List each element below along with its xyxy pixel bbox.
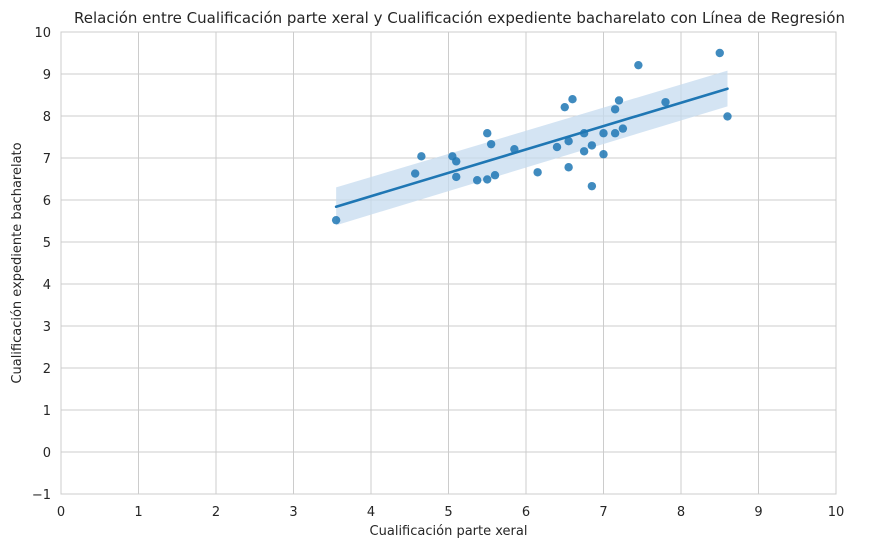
data-point xyxy=(661,97,670,107)
data-point xyxy=(568,95,577,104)
x-tick-label: 2 xyxy=(212,505,220,520)
y-tick-label: 2 xyxy=(43,362,51,377)
x-tick-label: 3 xyxy=(289,505,297,520)
data-point xyxy=(331,215,341,225)
data-point xyxy=(410,169,420,178)
y-tick-label: 7 xyxy=(43,152,51,167)
x-tick-label: 0 xyxy=(57,505,65,520)
y-tick-label: 0 xyxy=(43,446,51,461)
data-point xyxy=(599,150,608,159)
y-tick-label: 9 xyxy=(43,68,51,83)
x-tick-label: 8 xyxy=(677,505,685,520)
x-tick-label: 6 xyxy=(522,505,530,520)
x-tick-label: 1 xyxy=(134,505,142,520)
y-tick-label: 5 xyxy=(43,236,51,251)
y-tick-label: −1 xyxy=(32,488,51,503)
y-tick-label: 1 xyxy=(43,404,51,419)
y-tick-label: 6 xyxy=(43,194,51,209)
data-point xyxy=(610,105,620,114)
data-point xyxy=(564,163,573,172)
data-point xyxy=(472,176,482,185)
data-point xyxy=(587,141,597,150)
data-point xyxy=(452,157,461,166)
data-point xyxy=(533,168,542,177)
data-point xyxy=(610,129,620,138)
data-point xyxy=(599,129,608,138)
y-axis-label: Cualificación expediente bacharelato xyxy=(10,142,25,383)
data-point xyxy=(417,152,426,161)
y-tick-label: 10 xyxy=(34,26,51,41)
data-point xyxy=(614,96,624,105)
data-point xyxy=(486,139,496,149)
x-tick-labels: 0 1 2 3 4 5 6 7 8 9 10 xyxy=(57,505,844,520)
data-point xyxy=(618,124,628,133)
data-point xyxy=(483,175,492,184)
data-point xyxy=(552,142,562,152)
data-point xyxy=(715,48,724,58)
x-tick-label: 4 xyxy=(367,505,375,520)
data-point xyxy=(483,129,492,138)
regression-line-path xyxy=(334,87,729,209)
data-point xyxy=(490,171,500,180)
chart-title: Relación entre Cualificación parte xeral… xyxy=(74,9,845,27)
regression-line xyxy=(334,87,729,209)
x-tick-label: 7 xyxy=(599,505,607,520)
data-point xyxy=(560,102,569,112)
y-tick-label: 8 xyxy=(43,110,51,125)
data-point xyxy=(564,137,573,146)
y-tick-label: 3 xyxy=(43,320,51,335)
data-point xyxy=(634,60,643,70)
y-tick-labels: −1 0 1 2 3 4 5 6 7 8 9 10 xyxy=(32,26,51,503)
x-axis-label: Cualificación parte xeral xyxy=(370,524,528,539)
data-point xyxy=(587,181,597,191)
x-tick-label: 5 xyxy=(444,505,452,520)
data-point xyxy=(579,147,589,156)
y-tick-label: 4 xyxy=(43,278,51,293)
data-point xyxy=(452,172,461,182)
x-tick-label: 9 xyxy=(754,505,762,520)
data-point xyxy=(723,112,732,121)
x-tick-label: 10 xyxy=(828,505,845,520)
